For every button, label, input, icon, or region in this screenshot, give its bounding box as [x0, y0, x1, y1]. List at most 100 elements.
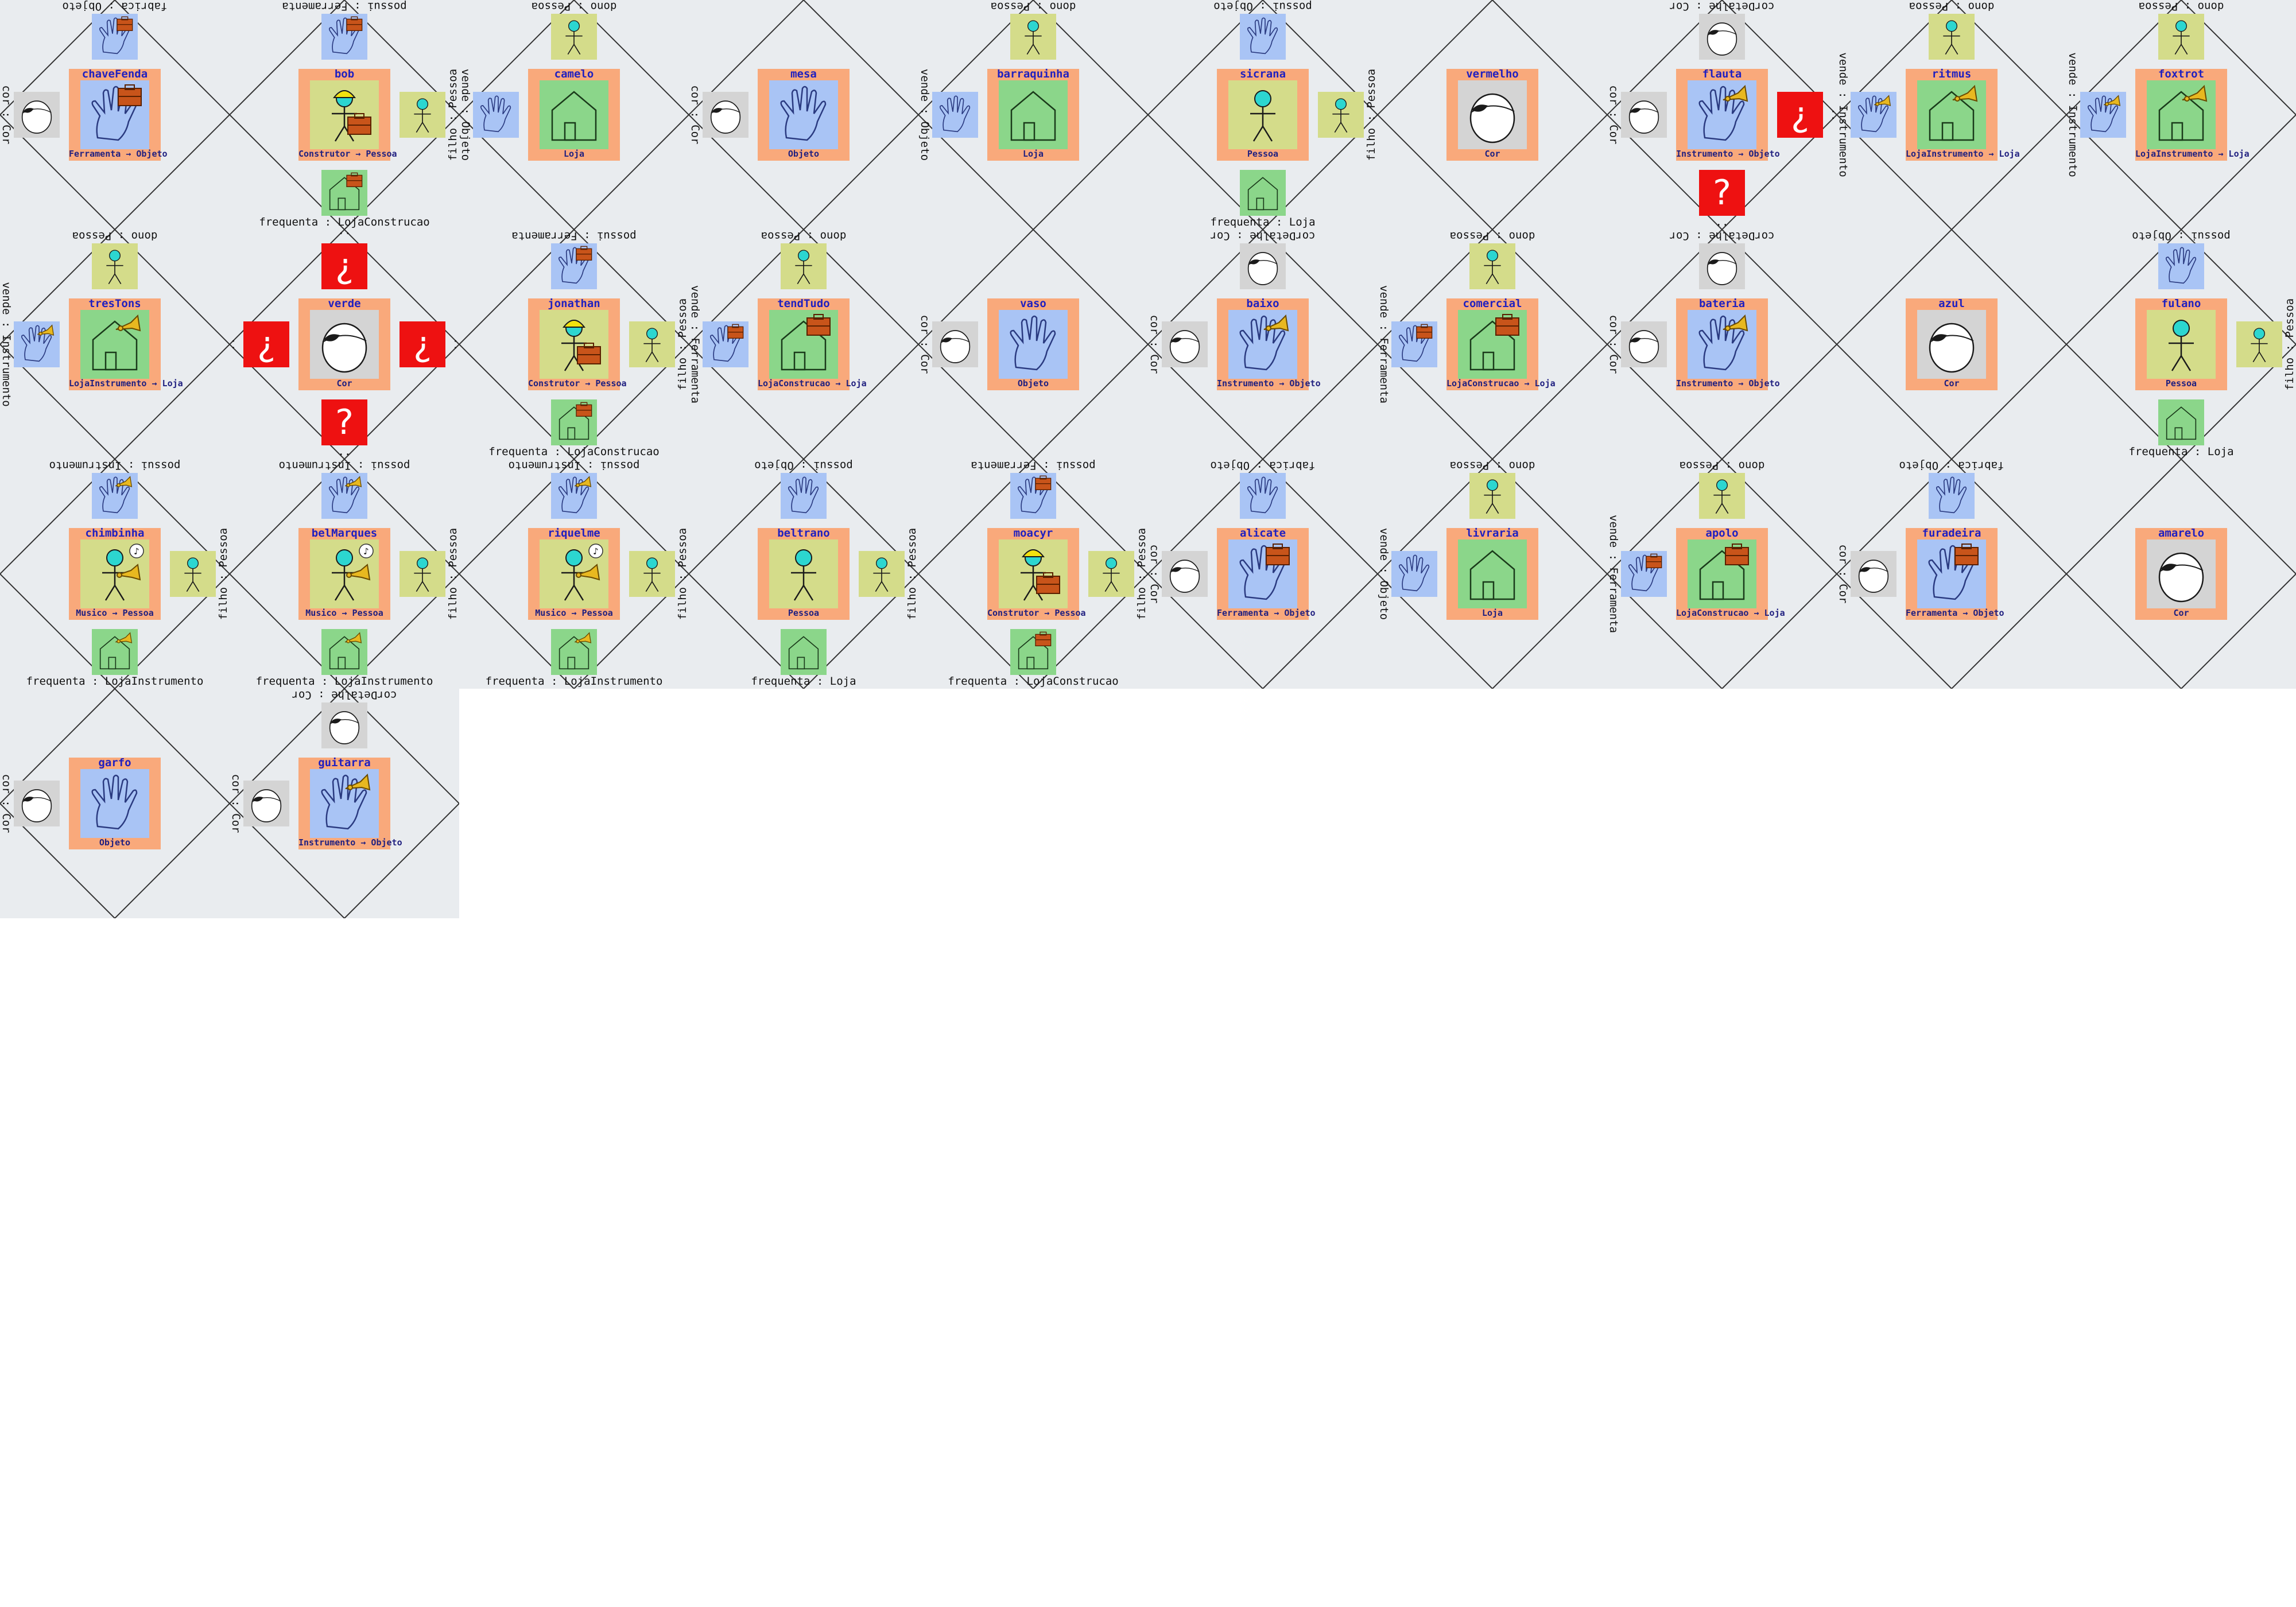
object-frame[interactable]: flauta Instrumento → Objeto	[1676, 68, 1780, 161]
object-cell[interactable]: vaso Objeto cor : Cor	[918, 230, 1148, 459]
bottom-relation-shop-icon[interactable]	[1240, 170, 1286, 216]
object-cell[interactable]: barraquinha Loja dono : Pessoa vende : Obj…	[918, 0, 1148, 230]
unknown-relation-icon[interactable]: ¿	[400, 321, 445, 367]
top-relation-paint-icon[interactable]	[321, 702, 367, 748]
object-frame[interactable]: fulano Pessoa	[2135, 297, 2227, 390]
right-relation-person-icon[interactable]	[1088, 551, 1134, 597]
right-relation-person-icon[interactable]	[400, 551, 445, 597]
object-frame[interactable]: barraquinha Loja	[987, 68, 1079, 161]
top-relation-person-icon[interactable]	[1929, 14, 1975, 60]
bottom-relation-shop-toolbox-icon[interactable]	[321, 170, 367, 216]
object-cell[interactable]: flauta Instrumento → Objeto corDetalhe : …	[1607, 0, 1837, 230]
right-relation-person-icon[interactable]	[629, 551, 675, 597]
top-relation-person-icon[interactable]	[1699, 473, 1745, 519]
object-cell[interactable]: comercial LojaConstrucao → Loja dono : Pe…	[1378, 230, 1607, 459]
object-frame[interactable]: ♪ riquelme Musico → Pessoa	[528, 527, 620, 620]
object-cell[interactable]: bob Construtor → Pessoa possui : Ferramen…	[230, 0, 459, 230]
object-frame[interactable]: verde Cor	[298, 297, 390, 390]
object-frame[interactable]: livraria Loja	[1446, 527, 1538, 620]
object-frame[interactable]: ♪ belMarques Musico → Pessoa	[298, 527, 390, 620]
object-frame[interactable]: mesa Objeto	[758, 68, 850, 161]
top-relation-hand-toolbox-icon[interactable]	[551, 243, 597, 289]
left-relation-hand-toolbox-icon[interactable]	[1391, 321, 1437, 367]
object-frame[interactable]: foxtrot LojaInstrumento → Loja	[2135, 68, 2250, 161]
left-relation-paint-icon[interactable]	[14, 781, 60, 826]
object-cell[interactable]: sicrana Pessoa possui : Objeto frequenta :…	[1148, 0, 1378, 230]
left-relation-paint-icon[interactable]	[932, 321, 978, 367]
object-cell[interactable]: jonathan Construtor → Pessoa possui : Fer…	[459, 230, 689, 459]
left-relation-hand-horn-icon[interactable]	[2080, 92, 2126, 138]
top-relation-person-icon[interactable]	[781, 243, 827, 289]
object-frame[interactable]: vaso Objeto	[987, 297, 1079, 390]
top-relation-hand-toolbox-icon[interactable]	[1010, 473, 1056, 519]
object-frame[interactable]: moacyr Construtor → Pessoa	[987, 527, 1086, 620]
object-cell[interactable]: furadeira Ferramenta → Objeto fabrica : O…	[1837, 459, 2066, 689]
object-frame[interactable]: ritmus LojaInstrumento → Loja	[1906, 68, 2020, 161]
bottom-relation-shop-horn-icon[interactable]	[321, 629, 367, 675]
object-frame[interactable]: tresTons LojaInstrumento → Loja	[69, 297, 183, 390]
left-relation-paint-icon[interactable]	[703, 92, 748, 138]
unknown-relation-icon[interactable]: ?	[1699, 170, 1745, 216]
object-cell[interactable]: baixo Instrumento → Objeto corDetalhe : C…	[1148, 230, 1378, 459]
left-relation-hand-horn-icon[interactable]	[1851, 92, 1896, 138]
object-cell[interactable]: amarelo Cor	[2066, 459, 2296, 689]
top-relation-hand-icon[interactable]	[1240, 14, 1286, 60]
object-cell[interactable]: beltrano Pessoa possui : Objeto frequenta …	[689, 459, 918, 689]
object-cell[interactable]: fulano Pessoa possui : Objeto frequenta : …	[2066, 230, 2296, 459]
left-relation-hand-icon[interactable]	[932, 92, 978, 138]
top-relation-hand-icon[interactable]	[781, 473, 827, 519]
unknown-relation-icon[interactable]: ¿	[243, 321, 289, 367]
object-cell[interactable]: livraria Loja dono : Pessoa vende : Objeto	[1378, 459, 1607, 689]
object-frame[interactable]: beltrano Pessoa	[758, 527, 850, 620]
left-relation-hand-icon[interactable]	[473, 92, 519, 138]
object-frame[interactable]: furadeira Ferramenta → Objeto	[1906, 527, 2004, 620]
top-relation-person-icon[interactable]	[551, 14, 597, 60]
object-cell[interactable]: azul Cor	[1837, 230, 2066, 459]
object-frame[interactable]: ♪ chimbinha Musico → Pessoa	[69, 527, 161, 620]
object-cell[interactable]: tendTudo LojaConstrucao → Loja dono : Pes…	[689, 230, 918, 459]
unknown-relation-icon[interactable]: ¿	[321, 243, 367, 289]
object-cell[interactable]: verde Cor ¿..?.. ¿.. ¿..	[230, 230, 459, 459]
object-frame[interactable]: chaveFenda Ferramenta → Objeto	[69, 68, 168, 161]
left-relation-hand-toolbox-icon[interactable]	[703, 321, 748, 367]
object-cell[interactable]: alicate Ferramenta → Objeto fabrica : Obj…	[1148, 459, 1378, 689]
object-cell[interactable]: ♪ belMarques Musico → Pessoa possui : Ins…	[230, 459, 459, 689]
left-relation-paint-icon[interactable]	[1621, 92, 1667, 138]
object-frame[interactable]: amarelo Cor	[2135, 527, 2227, 620]
left-relation-paint-icon[interactable]	[14, 92, 60, 138]
top-relation-person-icon[interactable]	[1469, 243, 1515, 289]
bottom-relation-shop-horn-icon[interactable]	[92, 629, 138, 675]
top-relation-person-icon[interactable]	[1010, 14, 1056, 60]
bottom-relation-shop-toolbox-icon[interactable]	[551, 399, 597, 445]
object-cell[interactable]: bateria Instrumento → Objeto corDetalhe :…	[1607, 230, 1837, 459]
object-frame[interactable]: azul Cor	[1906, 297, 1998, 390]
object-cell[interactable]: ritmus LojaInstrumento → Loja dono : Pess…	[1837, 0, 2066, 230]
object-frame[interactable]: apolo LojaConstrucao → Loja	[1676, 527, 1785, 620]
top-relation-person-icon[interactable]	[1469, 473, 1515, 519]
object-frame[interactable]: vermelho Cor	[1446, 68, 1538, 161]
right-relation-person-icon[interactable]	[629, 321, 675, 367]
object-frame[interactable]: jonathan Construtor → Pessoa	[528, 297, 627, 390]
object-cell[interactable]: mesa Objeto cor : Cor	[689, 0, 918, 230]
bottom-relation-shop-horn-icon[interactable]	[551, 629, 597, 675]
right-relation-person-icon[interactable]	[170, 551, 216, 597]
object-frame[interactable]: comercial LojaConstrucao → Loja	[1446, 297, 1556, 390]
object-frame[interactable]: guitarra Instrumento → Objeto	[298, 756, 402, 849]
bottom-relation-shop-icon[interactable]	[2158, 399, 2204, 445]
top-relation-hand-toolbox-icon[interactable]	[321, 14, 367, 60]
object-cell[interactable]: guitarra Instrumento → Objeto corDetalhe …	[230, 689, 459, 918]
right-relation-person-icon[interactable]	[1318, 92, 1364, 138]
left-relation-paint-icon[interactable]	[243, 781, 289, 826]
object-cell[interactable]: moacyr Construtor → Pessoa possui : Ferra…	[918, 459, 1148, 689]
bottom-relation-shop-toolbox-icon[interactable]	[1010, 629, 1056, 675]
object-frame[interactable]: bob Construtor → Pessoa	[298, 68, 397, 161]
top-relation-hand-horn-icon[interactable]	[92, 473, 138, 519]
object-frame[interactable]: camelo Loja	[528, 68, 620, 161]
left-relation-hand-horn-icon[interactable]	[14, 321, 60, 367]
object-cell[interactable]: apolo LojaConstrucao → Loja dono : Pessoa…	[1607, 459, 1837, 689]
top-relation-hand-horn-icon[interactable]	[551, 473, 597, 519]
top-relation-paint-icon[interactable]	[1699, 243, 1745, 289]
top-relation-person-icon[interactable]	[2158, 14, 2204, 60]
top-relation-hand-toolbox-icon[interactable]	[92, 14, 138, 60]
left-relation-paint-icon[interactable]	[1851, 551, 1896, 597]
